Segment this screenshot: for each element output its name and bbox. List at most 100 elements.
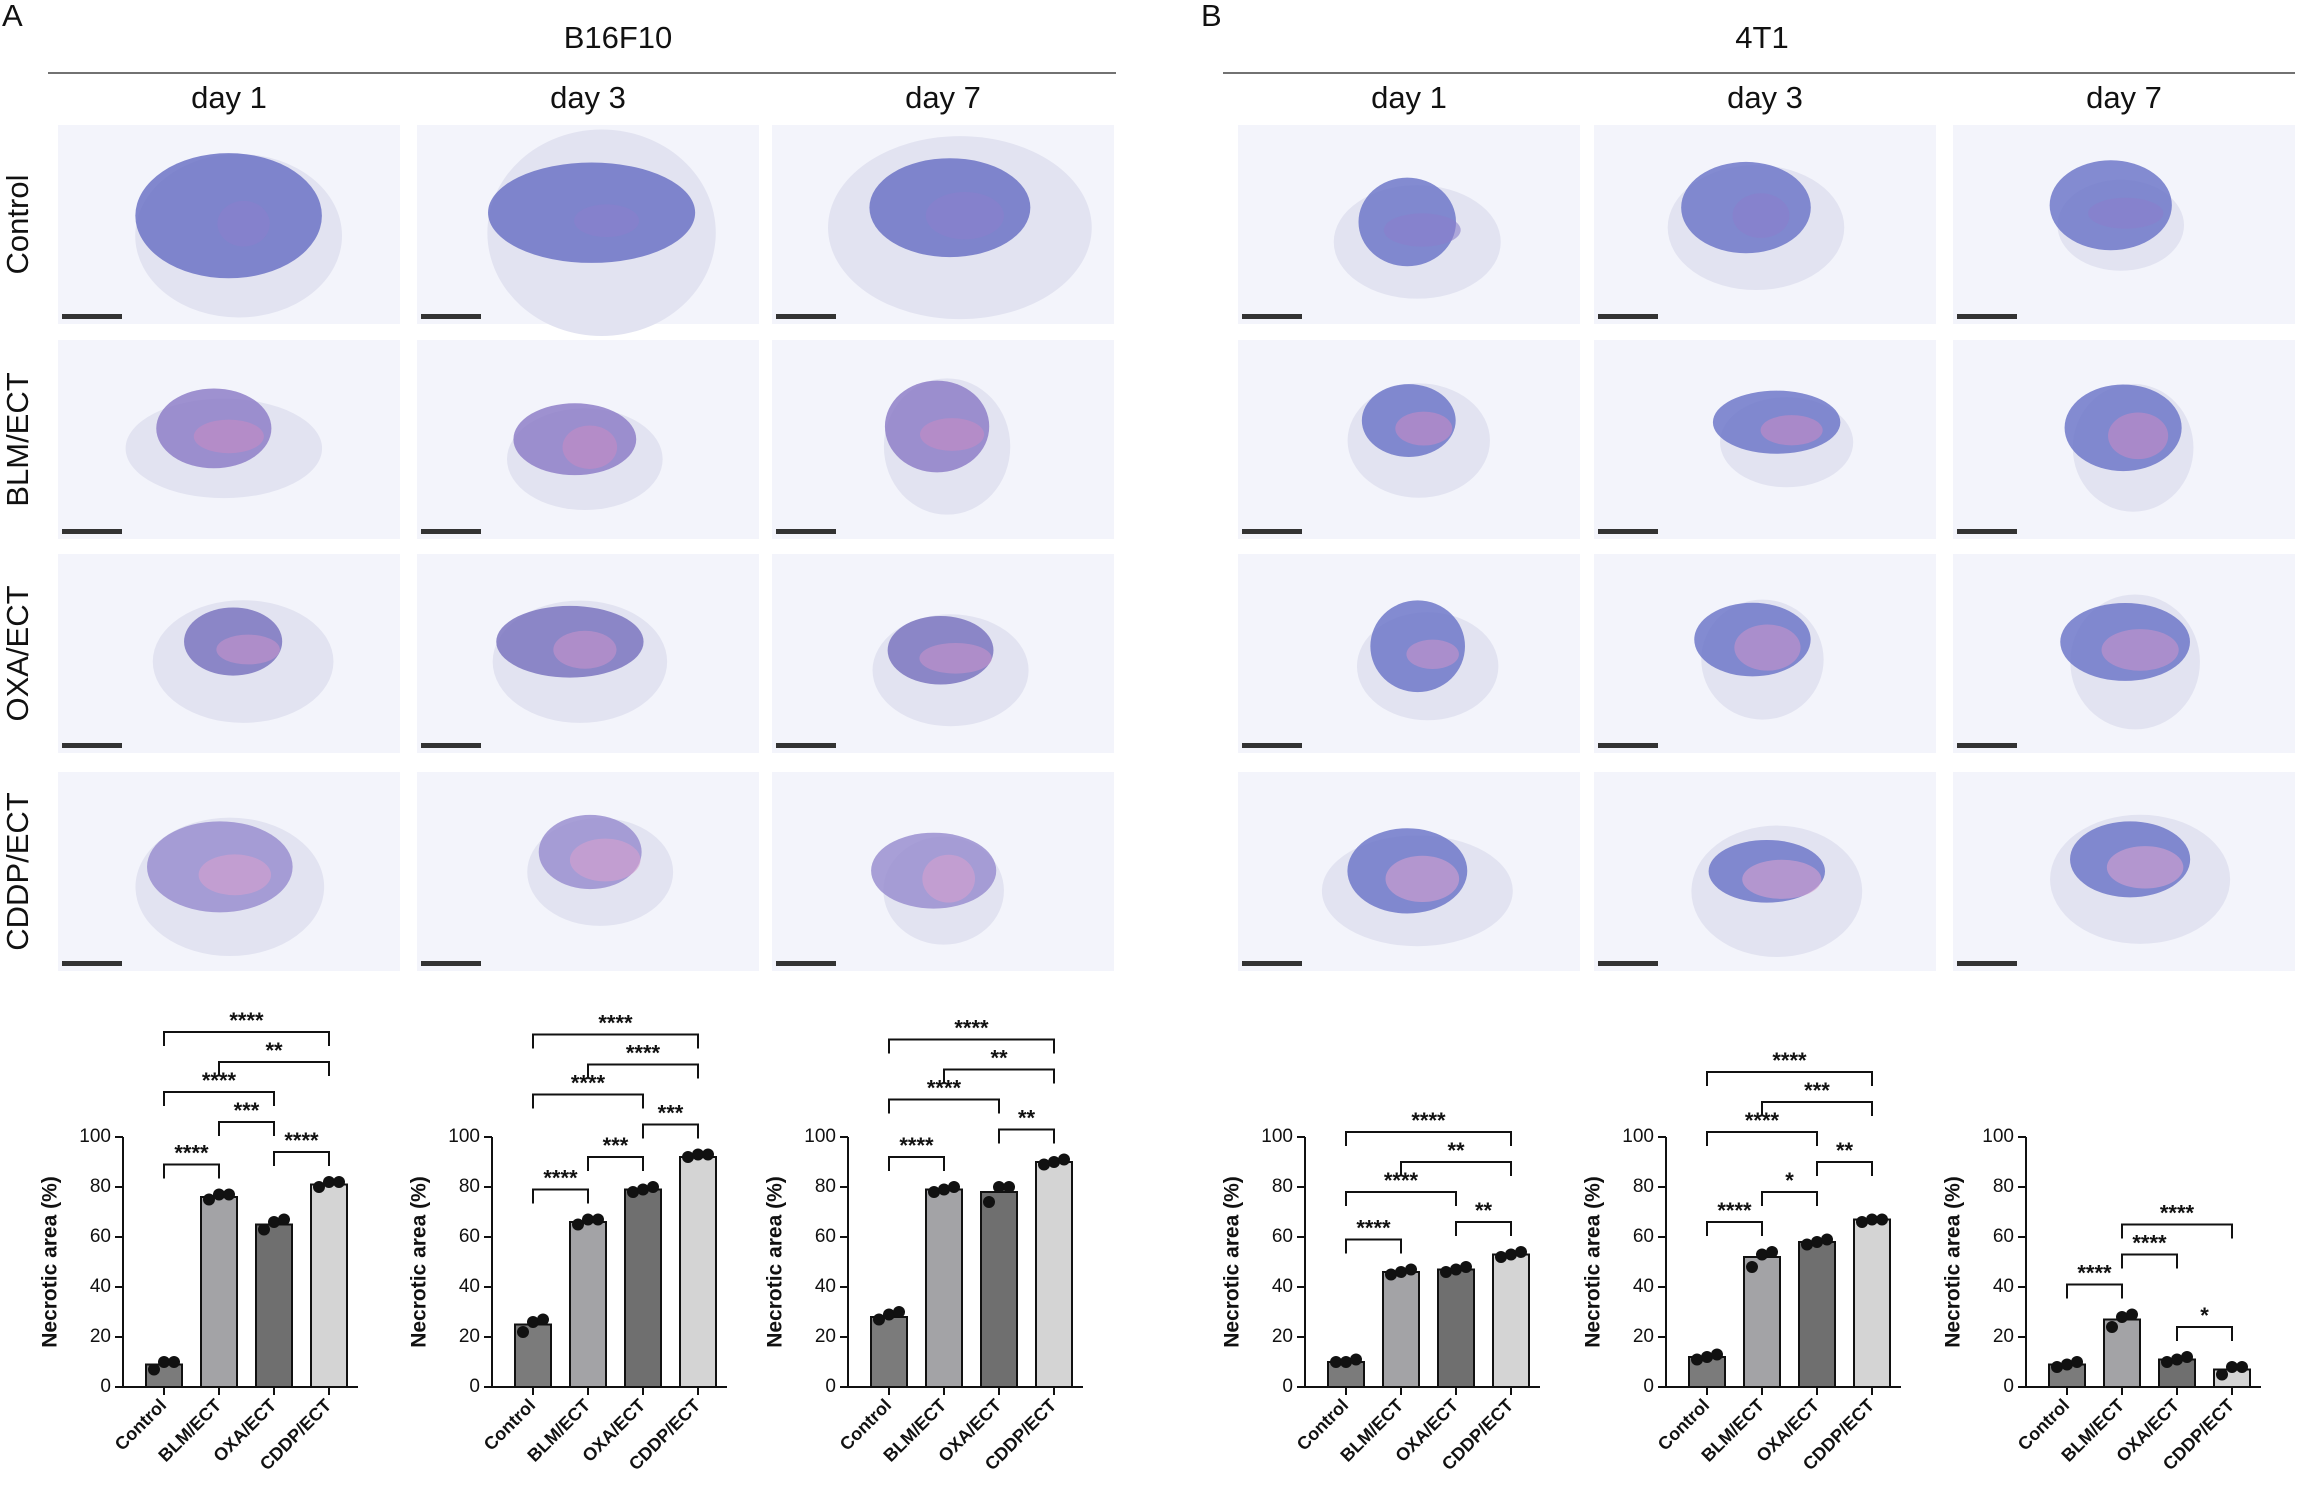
data-point	[1766, 1246, 1778, 1258]
scale-bar	[421, 743, 481, 748]
y-tick-label: 0	[100, 1376, 111, 1397]
data-point	[983, 1196, 995, 1208]
y-tick-label: 40	[1633, 1276, 1654, 1297]
bar	[679, 1156, 717, 1388]
y-tick-label: 100	[1982, 1126, 2014, 1147]
y-tick-label: 100	[1622, 1126, 1654, 1147]
data-point	[2116, 1311, 2128, 1323]
tissue-stain	[1406, 639, 1459, 669]
bar	[1743, 1256, 1781, 1388]
data-point	[993, 1181, 1005, 1193]
significance-bracket	[532, 1033, 699, 1049]
data-point	[527, 1316, 539, 1328]
bar	[569, 1221, 607, 1388]
data-point	[1058, 1153, 1070, 1166]
significance-bracket	[163, 1091, 275, 1106]
significance-label: **	[1836, 1138, 1854, 1163]
significance-bracket	[1455, 1221, 1512, 1236]
significance-bracket	[163, 1031, 330, 1046]
scale-bar	[1957, 743, 2017, 748]
bar	[1492, 1253, 1530, 1388]
tissue-stain	[1732, 193, 1790, 238]
scale-bar	[62, 314, 122, 319]
significance-label: ****	[2077, 1260, 2112, 1285]
data-point	[1440, 1266, 1452, 1278]
scale-bar	[1242, 961, 1302, 966]
data-point	[2216, 1368, 2228, 1381]
y-tick-label: 80	[815, 1176, 836, 1197]
y-axis-label: Necrotic area (%)	[39, 1176, 62, 1348]
y-tick-label: 20	[815, 1326, 836, 1347]
tissue-stain	[217, 200, 270, 247]
tissue-stain	[193, 419, 264, 454]
data-point	[223, 1188, 235, 1201]
y-tick-label: 100	[804, 1126, 836, 1147]
significance-label: ****	[174, 1140, 209, 1165]
data-point	[1450, 1263, 1462, 1276]
y-tick-label: 20	[1633, 1326, 1654, 1347]
bar	[1437, 1268, 1475, 1388]
data-point	[313, 1181, 325, 1193]
data-point	[517, 1326, 529, 1338]
significance-label: ****	[2160, 1200, 2195, 1225]
panel-title: B16F10	[564, 20, 673, 55]
significance-bracket	[2066, 1283, 2123, 1299]
significance-label: ****	[899, 1133, 934, 1158]
scale-bar	[776, 961, 836, 966]
y-tick-label: 60	[815, 1226, 836, 1247]
tissue-stain	[922, 854, 976, 903]
data-point	[647, 1181, 659, 1193]
row-label: Control	[0, 175, 35, 275]
significance-label: ***	[1804, 1078, 1830, 1103]
y-tick-label: 60	[1993, 1226, 2014, 1247]
y-tick-label: 0	[1282, 1376, 1293, 1397]
significance-bracket	[1761, 1101, 1873, 1116]
scale-bar	[62, 529, 122, 534]
panel-letter: B	[1201, 0, 1222, 33]
bar	[200, 1196, 238, 1388]
significance-bracket	[163, 1163, 220, 1179]
data-point	[883, 1308, 895, 1321]
tissue-stain	[216, 634, 280, 665]
data-point	[1340, 1356, 1352, 1368]
significance-label: ****	[1772, 1048, 1807, 1073]
scale-bar	[1598, 743, 1658, 748]
significance-bracket	[888, 1156, 945, 1171]
y-tick-label: 100	[79, 1126, 111, 1147]
scale-bar	[62, 743, 122, 748]
y-tick-label: 80	[90, 1176, 111, 1197]
tissue-stain	[1395, 411, 1453, 446]
tissue-stain	[2088, 197, 2164, 229]
data-point	[323, 1176, 335, 1188]
data-point	[582, 1213, 594, 1226]
data-point	[158, 1356, 170, 1368]
significance-bracket	[587, 1063, 699, 1079]
significance-bracket	[888, 1098, 1000, 1114]
y-tick-label: 60	[459, 1226, 480, 1247]
data-point	[2226, 1361, 2238, 1373]
data-point	[148, 1363, 160, 1376]
y-tick-label: 20	[1272, 1326, 1293, 1347]
y-tick-label: 0	[1643, 1376, 1654, 1397]
scale-bar	[421, 314, 481, 319]
significance-bracket	[998, 1128, 1055, 1144]
scale-bar	[1957, 314, 2017, 319]
significance-label: ****	[954, 1015, 989, 1040]
y-tick-label: 20	[90, 1326, 111, 1347]
bar	[1853, 1218, 1891, 1388]
significance-label: **	[1018, 1105, 1036, 1130]
y-axis-label: Necrotic area (%)	[764, 1176, 787, 1348]
y-tick-label: 40	[815, 1276, 836, 1297]
tissue-stain	[1385, 855, 1460, 902]
scale-bar	[776, 743, 836, 748]
tissue-stain	[1383, 213, 1461, 247]
data-point	[1856, 1216, 1868, 1228]
data-point	[627, 1186, 639, 1198]
y-axis-label: Necrotic area (%)	[1221, 1176, 1244, 1348]
significance-bracket	[218, 1121, 275, 1136]
y-axis-label: Necrotic area (%)	[408, 1176, 431, 1348]
significance-bracket	[1345, 1238, 1402, 1254]
y-tick-label: 40	[90, 1276, 111, 1297]
y-tick-label: 80	[1272, 1176, 1293, 1197]
significance-bracket	[273, 1151, 330, 1166]
